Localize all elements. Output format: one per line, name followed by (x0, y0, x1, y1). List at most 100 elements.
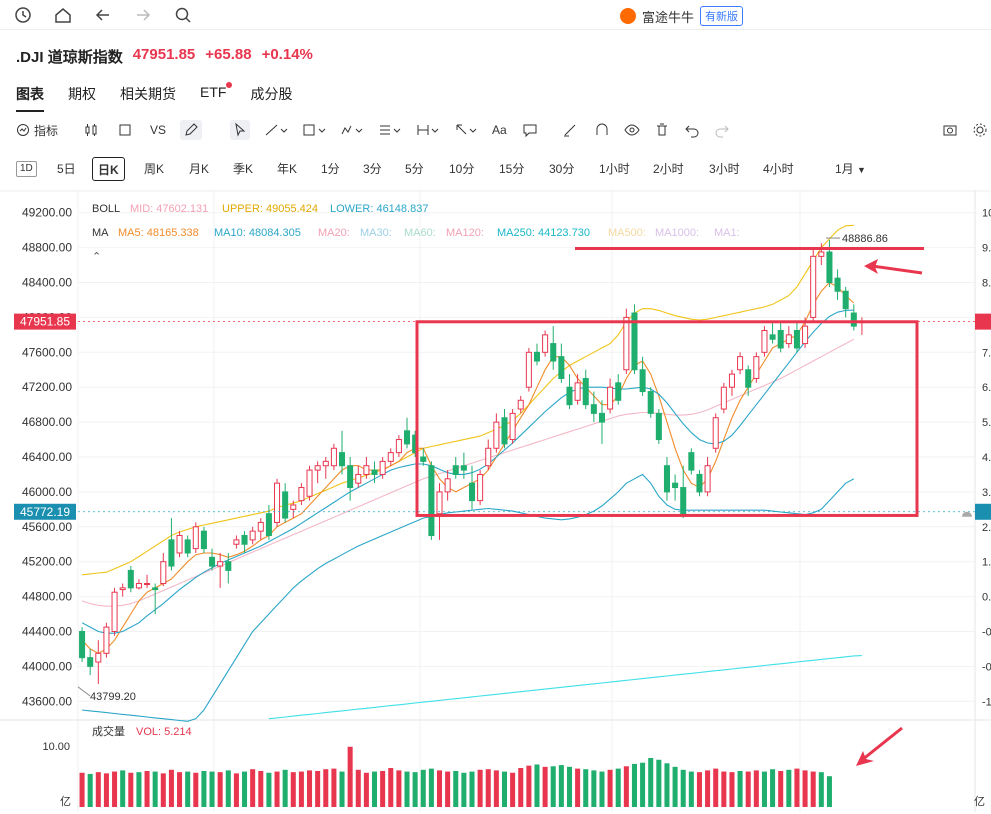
measure-tool[interactable] (416, 120, 440, 140)
tab-chart[interactable]: 图表 (16, 84, 44, 112)
volume-bar (591, 770, 597, 807)
volume-bar (794, 768, 800, 807)
visibility-tool[interactable] (624, 120, 640, 140)
history-icon[interactable] (12, 4, 34, 26)
volume-bar (510, 772, 516, 807)
period-3min[interactable]: 3分 (363, 162, 382, 176)
compare-button[interactable]: VS (150, 123, 167, 137)
volume-unit-right: 亿 (974, 795, 985, 808)
period-1month-dropdown[interactable]: 1月 ▼ (835, 162, 866, 176)
eye-icon (624, 124, 640, 136)
top-bar: 富途牛牛 有新版 (0, 0, 991, 30)
back-arrow-icon[interactable] (92, 4, 114, 26)
magnet-tool[interactable] (594, 120, 610, 140)
alert-bell-icon (962, 511, 972, 517)
period-1d[interactable]: 1D (16, 161, 37, 177)
volume-bar (713, 768, 719, 807)
period-10min[interactable]: 10分 (449, 162, 475, 176)
price-tick-label: 49200.00 (22, 206, 72, 220)
volume-bar (128, 772, 134, 807)
period-5day[interactable]: 5日 (57, 162, 76, 176)
reference-price-tag-bg (14, 503, 76, 520)
candle-style-button[interactable] (84, 120, 98, 140)
high-price-label: 48886.86 (842, 233, 888, 245)
period-3hour[interactable]: 3小时 (709, 162, 740, 176)
period-15min[interactable]: 15分 (499, 162, 525, 176)
delete-tool[interactable] (654, 120, 670, 140)
layout-button[interactable] (118, 120, 132, 140)
candle-body (802, 325, 809, 345)
volume-bar (778, 770, 784, 807)
comment-tool[interactable] (522, 120, 538, 140)
screenshot-button[interactable] (942, 120, 958, 140)
home-icon[interactable] (52, 4, 74, 26)
text-tool[interactable]: Aa (492, 123, 507, 137)
tab-constituents[interactable]: 成分股 (250, 86, 293, 102)
candle-body (176, 535, 183, 554)
annotation-rectangle (415, 320, 919, 517)
volume-bar (745, 771, 751, 807)
volume-bar (664, 763, 670, 807)
candle-body (452, 465, 459, 475)
settings-button[interactable] (972, 120, 988, 140)
collapse-legend-icon[interactable]: ⌃ (92, 251, 101, 263)
volume-bar (120, 770, 126, 807)
indicator-button[interactable]: 指标 (16, 120, 58, 140)
candle-body (282, 491, 289, 519)
price: 47951.85 (132, 46, 196, 63)
current-price-right-tag (975, 313, 991, 330)
candle-body (135, 583, 142, 589)
wave-tool[interactable] (340, 120, 364, 140)
period-1hour[interactable]: 1小时 (599, 162, 630, 176)
period-30min[interactable]: 30分 (549, 162, 575, 176)
period-5min[interactable]: 5分 (405, 162, 424, 176)
candle-body (737, 356, 744, 371)
volume-bar (112, 771, 118, 807)
tab-related-futures[interactable]: 相关期货 (120, 86, 176, 102)
ma-legend-ma20: MA20: (318, 227, 350, 239)
arrow-tool[interactable] (454, 120, 478, 140)
cursor-tool[interactable] (230, 120, 250, 140)
redo-button[interactable] (714, 120, 730, 140)
candle-body (493, 421, 500, 449)
draw-toggle-button[interactable] (180, 120, 202, 140)
tab-etf[interactable]: ETF (200, 82, 233, 112)
kline-chart[interactable]: 49200.0048800.0048400.0048000.0047600.00… (0, 190, 991, 814)
undo-button[interactable] (684, 120, 700, 140)
candle-body (680, 487, 687, 515)
line-tool[interactable] (264, 120, 288, 140)
period-week-k[interactable]: 周K (144, 162, 165, 176)
arrow-draw-icon (456, 124, 477, 135)
shape-tool[interactable] (302, 120, 326, 140)
update-badge[interactable]: 有新版 (700, 6, 744, 26)
volume-bar (640, 762, 646, 807)
tab-options[interactable]: 期权 (68, 86, 96, 102)
quote-header: .DJI 道琼斯指数 47951.85 +65.88 +0.14% (16, 46, 313, 67)
period-selector: 1D 5日 日K 周K 月K 季K 年K 1分 3分 5分 10分 15分 30… (16, 157, 876, 181)
forward-arrow-icon[interactable] (132, 4, 154, 26)
period-month-k[interactable]: 月K (189, 162, 210, 176)
candle-body (274, 482, 281, 523)
volume-bar (396, 770, 402, 807)
price-tick-label: 48800.00 (22, 241, 72, 255)
price-tick-label: 44000.00 (22, 659, 72, 673)
period-day-k[interactable]: 日K (92, 157, 125, 181)
volume-bar (388, 768, 394, 807)
candle-body (79, 630, 86, 659)
brush-tool[interactable] (562, 120, 578, 140)
period-2hour[interactable]: 2小时 (653, 162, 684, 176)
search-icon[interactable] (172, 4, 194, 26)
right-axis: 10.9.8.7.7.6.5.4.3.2.1.0.-0-0-1 (982, 208, 991, 709)
period-year-k[interactable]: 年K (277, 162, 298, 176)
candle-body (558, 356, 565, 379)
candle-body (428, 465, 435, 537)
fib-tool[interactable] (378, 120, 402, 140)
period-quarter-k[interactable]: 季K (233, 162, 254, 176)
candle-body (842, 290, 849, 310)
period-4hour[interactable]: 4小时 (763, 162, 794, 176)
volume-bar (315, 770, 321, 807)
period-1min[interactable]: 1分 (321, 162, 340, 176)
volume-bar (672, 766, 678, 807)
ma-legend-ma30: MA30: (360, 227, 392, 239)
volume-bar (185, 771, 191, 807)
